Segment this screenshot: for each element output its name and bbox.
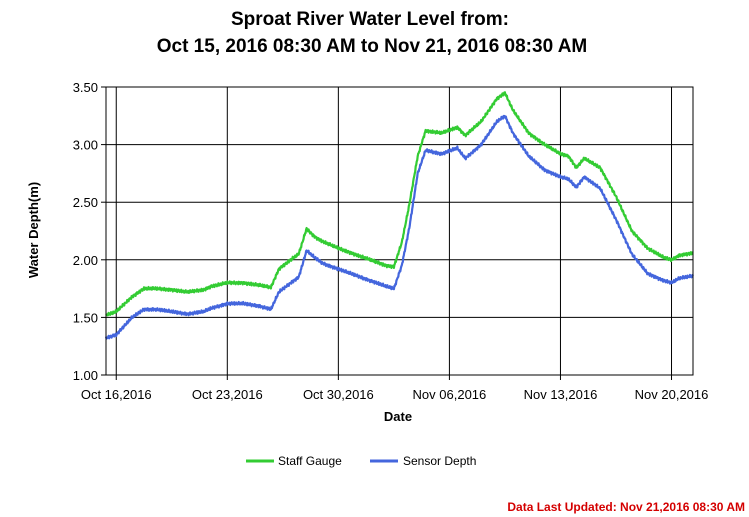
- x-tick-label: Oct 23,2016: [192, 387, 263, 402]
- chart-title-line-1: Sproat River Water Level from:: [231, 9, 509, 30]
- y-axis-title: Water Depth(m): [26, 182, 41, 278]
- y-tick-label: 3.00: [73, 138, 98, 153]
- axis-ticks: 1.00 1.50 2.00 2.50 3.00 3.50 Oct 16,2016 Oct 2…: [73, 80, 709, 402]
- y-tick-label: 1.00: [73, 368, 98, 383]
- y-tick-label: 3.50: [73, 80, 98, 95]
- plot-area-frame: [105, 86, 694, 376]
- chart-legend: Staff Gauge Sensor Depth: [246, 454, 476, 468]
- chart-title-line-2: Oct 15, 2016 08:30 AM to Nov 21, 2016 08…: [157, 36, 588, 57]
- series-line-sensor-depth: [104, 114, 694, 340]
- series-line-staff-gauge: [105, 91, 694, 317]
- x-tick-label: Nov 06,2016: [413, 387, 487, 402]
- x-axis-title: Date: [384, 409, 412, 424]
- y-tick-label: 1.50: [73, 310, 98, 325]
- x-tick-label: Nov 20,2016: [635, 387, 709, 402]
- last-updated-text: Data Last Updated: Nov 21,2016 08:30 AM: [507, 500, 745, 514]
- x-tick-label: Oct 30,2016: [303, 387, 374, 402]
- x-tick-label: Nov 13,2016: [524, 387, 598, 402]
- legend-label-staff-gauge: Staff Gauge: [278, 454, 342, 468]
- legend-label-sensor-depth: Sensor Depth: [403, 454, 476, 468]
- x-tick-label: Oct 16,2016: [81, 387, 152, 402]
- chart-grid: [106, 87, 693, 375]
- y-tick-label: 2.00: [73, 253, 98, 268]
- y-tick-label: 2.50: [73, 195, 98, 210]
- series-layer: [104, 91, 694, 340]
